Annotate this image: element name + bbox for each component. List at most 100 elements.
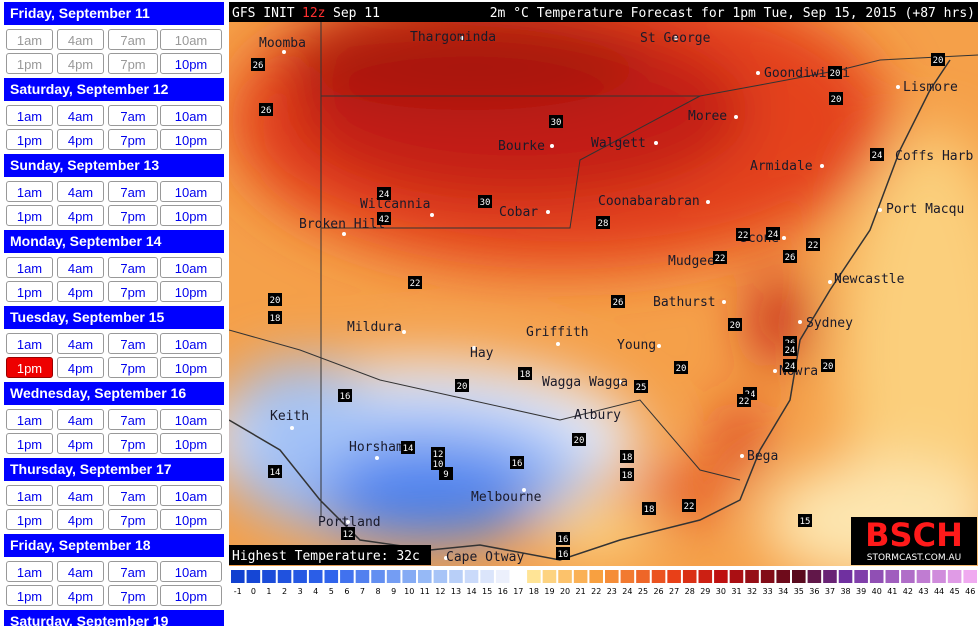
time-button[interactable]: 1am <box>6 333 53 354</box>
value-box <box>549 115 563 128</box>
time-button[interactable]: 10pm <box>160 509 222 530</box>
time-button[interactable]: 7am <box>108 257 158 278</box>
color-swatch <box>667 570 681 583</box>
value-label: 20 <box>830 69 841 79</box>
color-label: 15 <box>482 587 492 596</box>
place-name: Bega <box>747 449 778 464</box>
time-button[interactable]: 10am <box>160 333 222 354</box>
highest-box <box>229 545 431 565</box>
temperature-values: 26 26 30 30 24 42 28 22 20 18 26 16 20 18 20 22 20 20 25 18… <box>251 53 945 560</box>
time-button[interactable]: 7pm <box>108 585 158 606</box>
value-label: 26 <box>253 61 264 71</box>
time-button[interactable]: 1pm <box>6 205 53 226</box>
time-button[interactable]: 7pm <box>108 433 158 454</box>
color-swatch <box>340 570 354 583</box>
time-button[interactable]: 1am <box>6 485 53 506</box>
time-button[interactable]: 1pm <box>6 433 53 454</box>
time-button[interactable]: 7pm <box>108 205 158 226</box>
time-button[interactable]: 4am <box>57 561 104 582</box>
time-button[interactable]: 7am <box>108 409 158 430</box>
time-button[interactable]: 7am <box>108 181 158 202</box>
time-button[interactable]: 4pm <box>57 129 104 150</box>
value-label: 18 <box>622 453 633 463</box>
time-button[interactable]: 1pm <box>6 281 53 302</box>
value-box <box>259 103 273 116</box>
time-button[interactable]: 10am <box>160 181 222 202</box>
place-marker <box>706 200 710 204</box>
time-button: 10am <box>160 29 222 50</box>
time-button[interactable]: 7pm <box>108 129 158 150</box>
time-button[interactable]: 10pm <box>160 281 222 302</box>
time-button[interactable]: 4am <box>57 485 104 506</box>
time-button[interactable]: 4pm <box>57 205 104 226</box>
place-marker <box>430 213 434 217</box>
color-swatch <box>947 570 962 583</box>
time-button[interactable]: 1am <box>6 409 53 430</box>
color-swatch <box>558 570 572 583</box>
time-button[interactable]: 10pm <box>160 129 222 150</box>
time-button[interactable]: 1pm <box>6 585 53 606</box>
time-button[interactable]: 10pm <box>160 433 222 454</box>
time-button[interactable]: 10pm <box>160 357 222 378</box>
time-button[interactable]: 7am <box>108 105 158 126</box>
color-swatch <box>963 570 977 583</box>
place-marker <box>820 164 824 168</box>
time-button[interactable]: 7am <box>108 485 158 506</box>
time-button[interactable]: 7pm <box>108 509 158 530</box>
time-button[interactable]: 1am <box>6 105 53 126</box>
time-button[interactable]: 1am <box>6 181 53 202</box>
color-label: 18 <box>529 587 539 596</box>
value-box <box>870 148 884 161</box>
color-swatch <box>402 570 416 583</box>
time-button[interactable]: 7am <box>108 333 158 354</box>
place-name: Thargominda <box>410 30 496 45</box>
color-swatch <box>371 570 385 583</box>
time-button[interactable]: 10pm <box>160 585 222 606</box>
color-label: 28 <box>685 587 695 596</box>
color-label: 3 <box>298 587 303 596</box>
time-button[interactable]: 4am <box>57 333 104 354</box>
color-label: 40 <box>872 587 882 596</box>
time-button[interactable]: 10pm <box>160 53 222 74</box>
day-header: Wednesday, September 16 <box>4 382 224 405</box>
time-button[interactable]: 1pm <box>6 129 53 150</box>
date-label: Sep 11 <box>333 6 380 21</box>
place-marker <box>444 556 448 560</box>
time-button[interactable]: 4pm <box>57 585 104 606</box>
time-button[interactable]: 1am <box>6 257 53 278</box>
place-name: Cobar <box>499 205 538 220</box>
time-button[interactable]: 4pm <box>57 281 104 302</box>
color-swatch <box>480 570 494 583</box>
time-button[interactable]: 10pm <box>160 205 222 226</box>
value-box <box>408 276 422 289</box>
time-button[interactable]: 4pm <box>57 433 104 454</box>
value-label: 24 <box>785 346 796 356</box>
time-button[interactable]: 10am <box>160 561 222 582</box>
value-label: 22 <box>808 241 819 251</box>
time-button[interactable]: 1pm <box>6 509 53 530</box>
time-button[interactable]: 4am <box>57 181 104 202</box>
time-button[interactable]: 4pm <box>57 509 104 530</box>
time-button[interactable]: 7pm <box>108 281 158 302</box>
run-label: 12z <box>302 6 325 21</box>
time-button[interactable]: 7pm <box>108 357 158 378</box>
time-button[interactable]: 4am <box>57 105 104 126</box>
time-button[interactable]: 4am <box>57 257 104 278</box>
time-button[interactable]: 10am <box>160 257 222 278</box>
time-button[interactable]: 10am <box>160 105 222 126</box>
color-swatch <box>745 570 759 583</box>
value-label: 18 <box>270 314 281 324</box>
color-swatch <box>729 570 744 583</box>
time-button[interactable]: 10am <box>160 409 222 430</box>
time-button[interactable]: 7am <box>108 561 158 582</box>
time-button[interactable]: 1am <box>6 561 53 582</box>
value-box <box>713 251 727 264</box>
time-button[interactable]: 1pm <box>6 357 53 378</box>
value-label: 30 <box>480 198 491 208</box>
place-name: Cape Otway <box>446 550 524 565</box>
time-button[interactable]: 4pm <box>57 357 104 378</box>
color-swatch <box>449 570 463 583</box>
place-marker <box>522 488 526 492</box>
time-button[interactable]: 10am <box>160 485 222 506</box>
time-button[interactable]: 4am <box>57 409 104 430</box>
